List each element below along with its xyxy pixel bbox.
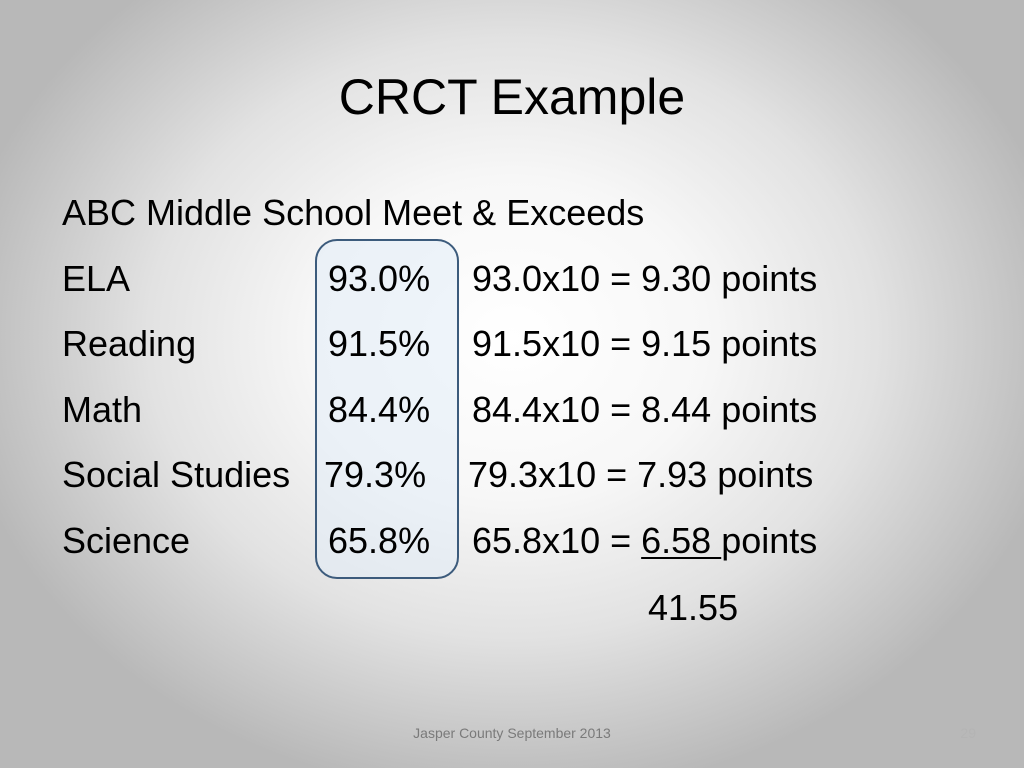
calc-prefix: 65.8x10 = — [472, 520, 642, 561]
subject-label: ELA — [62, 258, 131, 299]
points-calculation: 91.5x10 = 9.15 points — [472, 323, 818, 364]
table-row-math: Math 84.4% 84.4x10 = 8.44 points — [0, 385, 1024, 435]
subject-label: Science — [62, 520, 191, 561]
table-row-reading: Reading 91.5% 91.5x10 = 9.15 points — [0, 319, 1024, 369]
subject-label: Social Studies — [62, 454, 291, 495]
points-calculation: 79.3x10 = 7.93 points — [468, 454, 814, 495]
underlined-points-value: 6.58 — [641, 520, 722, 561]
school-heading: ABC Middle School Meet & Exceeds — [62, 192, 645, 233]
percent-value: 79.3% — [324, 454, 427, 495]
percent-value: 84.4% — [328, 389, 431, 430]
percent-value: 91.5% — [328, 323, 431, 364]
subject-label: Math — [62, 389, 143, 430]
table-row-science: Science 65.8% 65.8x10 = 6.58 points — [0, 516, 1024, 566]
total-points: 41.55 — [648, 587, 739, 628]
percent-value: 65.8% — [328, 520, 431, 561]
subject-label: Reading — [62, 323, 197, 364]
footer-text: Jasper County September 2013 — [413, 725, 611, 741]
points-calculation: 65.8x10 = 6.58 points — [472, 516, 817, 566]
slide-number: 29 — [960, 725, 976, 741]
table-row-social-studies: Social Studies 79.3% 79.3x10 = 7.93 poin… — [0, 450, 1024, 500]
calc-suffix: points — [721, 520, 818, 561]
points-calculation: 93.0x10 = 9.30 points — [472, 258, 818, 299]
points-calculation: 84.4x10 = 8.44 points — [472, 389, 818, 430]
percent-value: 93.0% — [328, 258, 431, 299]
percent-highlight-box — [315, 239, 459, 579]
slide-title: CRCT Example — [338, 69, 686, 125]
table-row-ela: ELA 93.0% 93.0x10 = 9.30 points — [0, 254, 1024, 304]
